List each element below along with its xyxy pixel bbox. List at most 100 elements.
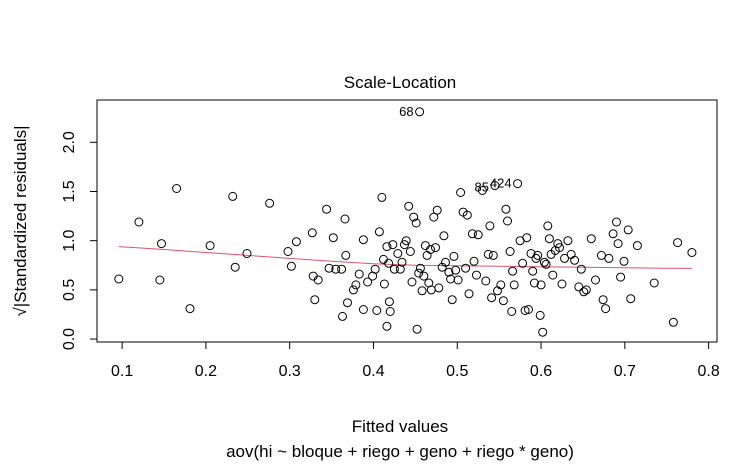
data-point <box>397 257 407 267</box>
data-point <box>434 283 444 293</box>
y-tick-label: 1.5 <box>61 180 78 202</box>
data-point <box>473 230 483 240</box>
data-point <box>310 295 320 305</box>
data-point <box>613 239 623 249</box>
data-point <box>543 221 553 231</box>
data-point <box>343 298 352 308</box>
data-point <box>351 280 361 290</box>
data-point <box>570 255 580 265</box>
data-point <box>377 192 387 202</box>
data-point <box>395 264 405 274</box>
data-point <box>185 304 195 314</box>
x-tick-label: 0.3 <box>279 363 301 380</box>
x-tick-label: 0.1 <box>111 363 133 380</box>
data-point <box>348 285 358 295</box>
data-point <box>541 259 551 269</box>
point-label: 68 <box>399 104 413 119</box>
data-point <box>529 278 539 288</box>
data-point <box>464 289 474 299</box>
data-point <box>431 243 440 253</box>
data-point <box>626 294 636 304</box>
data-point <box>379 279 389 289</box>
y-tick-label: 0.5 <box>61 279 78 301</box>
data-point <box>535 310 545 320</box>
data-point <box>539 257 549 267</box>
data-point <box>507 307 517 316</box>
data-point <box>563 236 573 246</box>
plot-frame <box>96 99 718 343</box>
data-point <box>358 305 368 314</box>
data-point <box>337 264 347 274</box>
data-point <box>579 287 589 297</box>
data-point <box>555 243 564 253</box>
data-point <box>496 280 506 290</box>
y-axis-label: √|Standardized residuals| <box>11 125 30 316</box>
data-point <box>324 263 334 273</box>
y-tick-label: 0.0 <box>61 328 78 350</box>
x-axis: 0.1 0.2 0.3 0.4 0.5 0.6 0.7 0.8 <box>111 341 720 380</box>
data-point <box>404 201 414 211</box>
data-point <box>382 242 392 252</box>
data-point <box>286 261 296 271</box>
data-point <box>384 297 394 307</box>
data-point <box>400 240 409 250</box>
chart-title: Scale-Location <box>344 73 456 92</box>
data-point <box>439 231 449 241</box>
data-point <box>242 249 252 258</box>
chart-subtitle: aov(hi ~ bloque + riego + geno + riego *… <box>226 442 574 461</box>
x-tick-label: 0.5 <box>446 363 468 380</box>
x-tick-label: 0.2 <box>195 363 217 380</box>
data-point <box>157 239 166 249</box>
data-point <box>393 249 403 258</box>
data-point <box>533 250 543 260</box>
data-point <box>453 275 463 285</box>
data-point <box>612 217 621 227</box>
data-point <box>596 250 606 260</box>
data-point <box>405 247 415 256</box>
point-label: 424 <box>490 176 512 191</box>
data-point <box>114 274 124 284</box>
data-point <box>411 218 421 228</box>
data-point <box>604 253 614 263</box>
data-points <box>114 107 697 337</box>
data-point <box>265 198 275 208</box>
data-point <box>456 188 466 197</box>
data-point <box>372 306 382 315</box>
data-point <box>520 306 530 315</box>
y-axis: 0.0 0.5 1.0 1.5 2.0 <box>61 131 98 350</box>
data-point <box>172 184 182 193</box>
data-point <box>230 262 240 272</box>
data-point <box>155 275 165 285</box>
data-point <box>493 286 502 296</box>
data-point <box>616 272 626 282</box>
data-point <box>687 248 697 257</box>
data-point <box>469 256 479 266</box>
point-label: 85 <box>475 180 489 195</box>
data-point <box>354 269 364 279</box>
x-tick-label: 0.4 <box>362 363 384 380</box>
data-point <box>508 266 518 276</box>
y-tick-label: 1.0 <box>61 229 78 251</box>
x-tick-label: 0.7 <box>614 363 636 380</box>
data-point <box>426 245 435 254</box>
data-point <box>420 241 430 251</box>
data-point <box>341 250 351 260</box>
data-point <box>513 179 523 189</box>
data-point <box>134 217 144 227</box>
data-point <box>581 285 591 295</box>
data-point <box>451 265 461 275</box>
data-point <box>483 249 493 259</box>
data-point <box>668 317 678 327</box>
data-point <box>472 270 481 280</box>
data-point <box>409 212 419 222</box>
data-point <box>488 250 498 260</box>
data-point <box>307 228 317 238</box>
y-tick-label: 2.0 <box>61 131 78 153</box>
data-point <box>632 241 642 251</box>
data-point <box>509 280 519 290</box>
data-point <box>340 214 350 224</box>
data-point <box>415 263 425 273</box>
data-point <box>531 253 541 263</box>
data-point <box>557 279 567 289</box>
